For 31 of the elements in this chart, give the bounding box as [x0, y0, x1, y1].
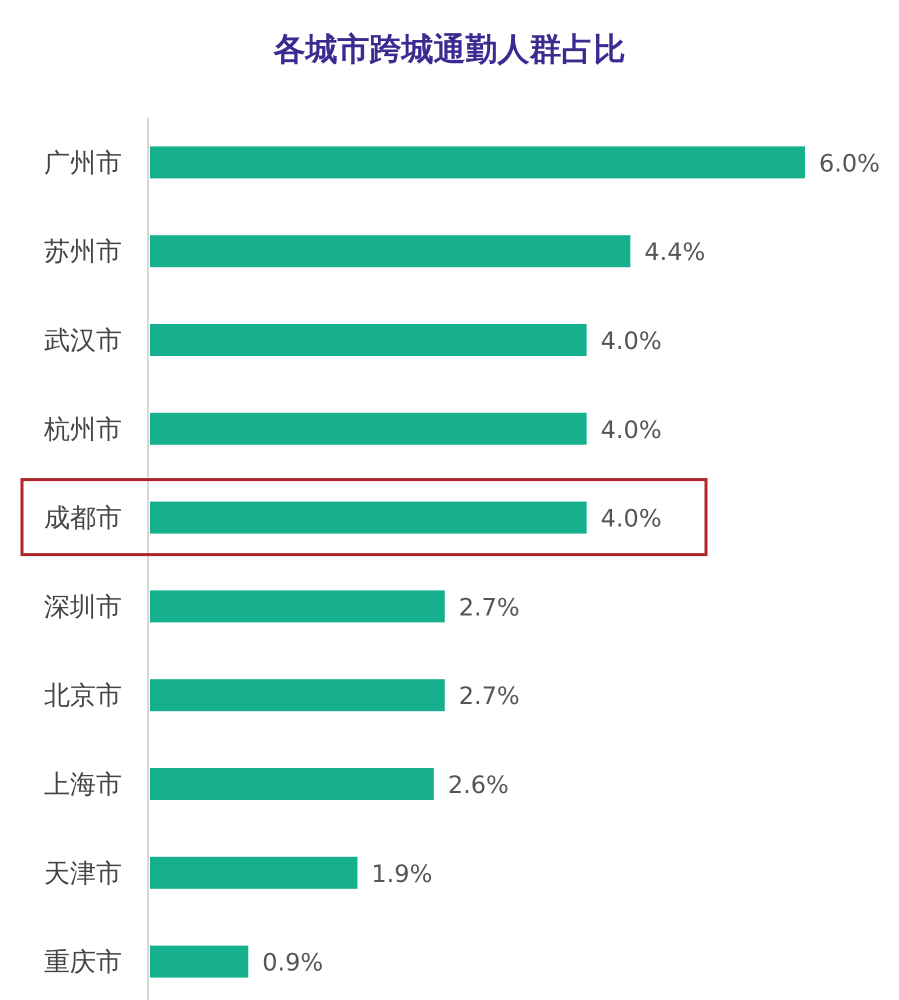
data-label: 2.7% — [458, 682, 520, 710]
bar — [150, 412, 587, 445]
data-label: 0.9% — [262, 948, 324, 977]
bar — [150, 146, 805, 178]
data-label: 2.6% — [448, 771, 509, 799]
y-tick-label: 重庆市 — [44, 948, 122, 978]
data-label: 6.0% — [819, 149, 880, 178]
data-label: 4.0% — [600, 327, 662, 355]
bar — [150, 324, 587, 356]
y-tick-label: 苏州市 — [44, 237, 122, 268]
y-tick-label: 杭州市 — [43, 414, 122, 445]
bar — [150, 856, 358, 889]
y-tick-label: 天津市 — [44, 858, 122, 889]
y-tick-label: 广州市 — [44, 148, 122, 178]
bar — [150, 235, 630, 268]
y-tick-label: 深圳市 — [44, 592, 122, 622]
y-tick-label: 上海市 — [44, 770, 122, 800]
y-tick-label: 武汉市 — [44, 326, 122, 356]
bar — [150, 946, 248, 978]
data-label: 4.0% — [600, 504, 662, 533]
y-tick-label: 北京市 — [44, 681, 122, 712]
bar — [150, 679, 445, 712]
data-label: 2.7% — [458, 593, 520, 622]
bar — [150, 590, 445, 622]
data-label: 4.4% — [644, 238, 706, 266]
data-label: 1.9% — [371, 860, 432, 888]
y-tick-label: 成都市 — [44, 504, 122, 534]
bar — [150, 502, 587, 534]
data-label: 4.0% — [600, 416, 662, 444]
chart-title: 各城市跨城通勤人群占比 — [272, 30, 626, 68]
bar — [150, 768, 434, 800]
